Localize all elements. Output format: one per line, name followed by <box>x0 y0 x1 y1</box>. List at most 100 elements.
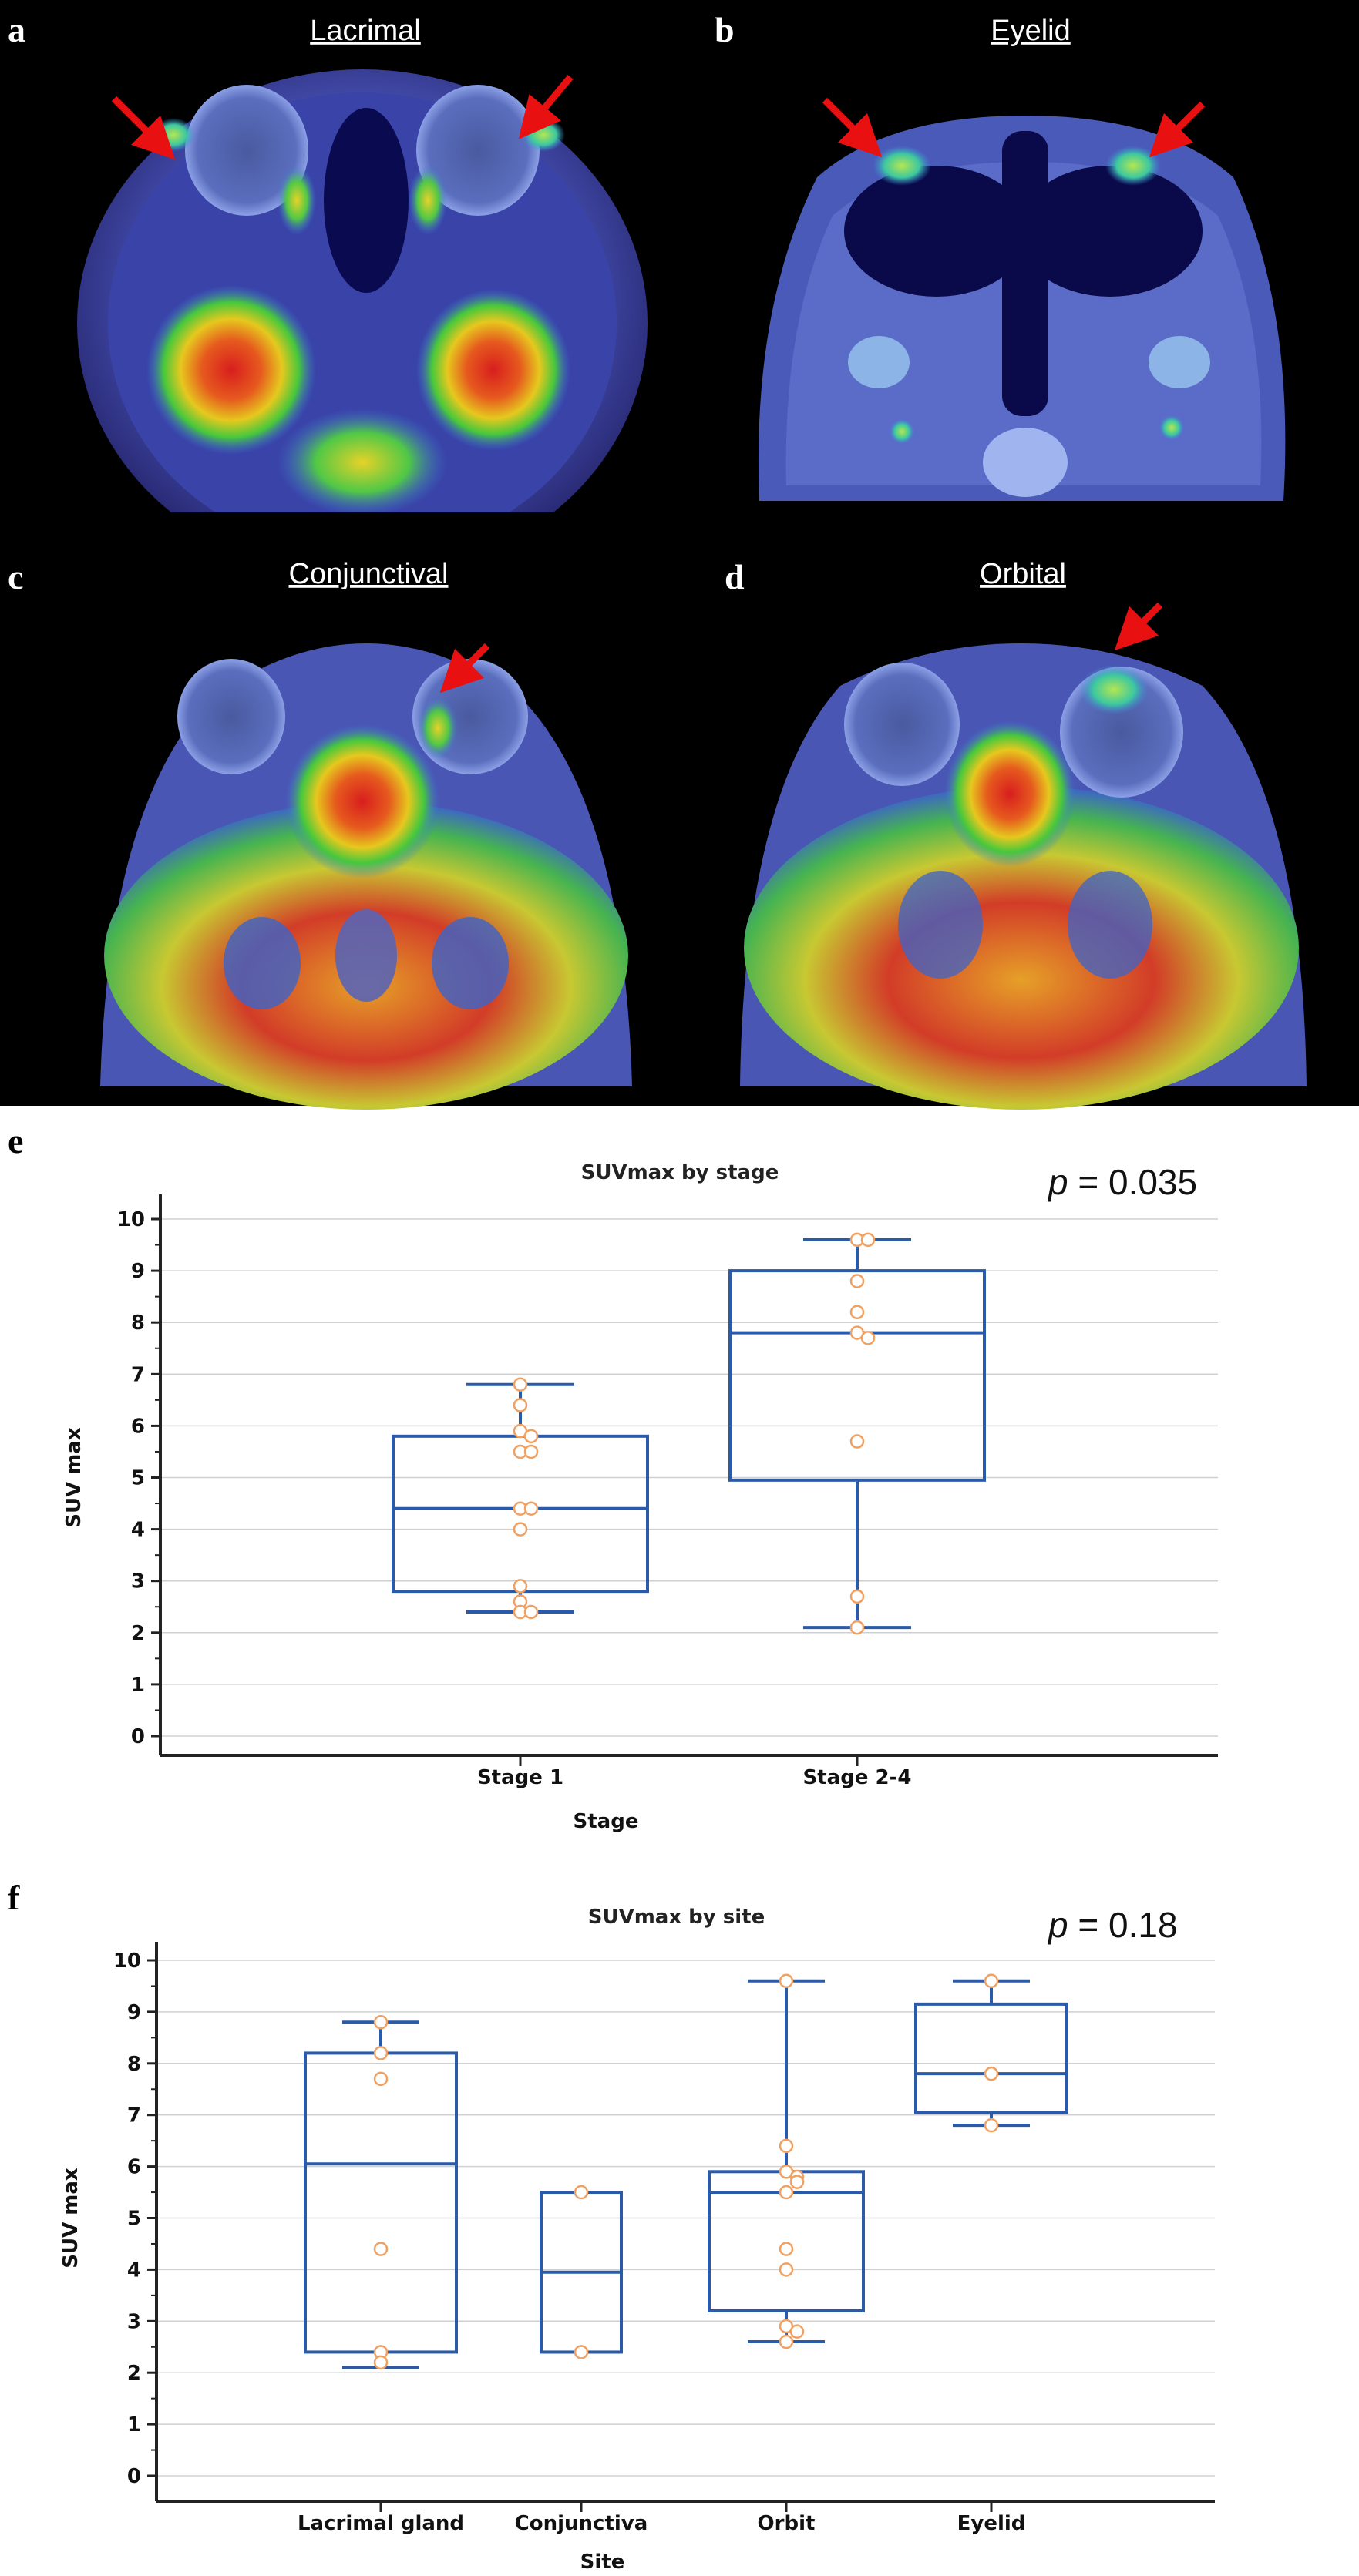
box-eyelid: Eyelid <box>914 1973 1068 2535</box>
box-orbit: Orbit <box>708 1973 865 2535</box>
data-point <box>849 1274 865 1288</box>
data-point <box>984 2118 999 2133</box>
arrow-orbital <box>1114 602 1163 651</box>
box-stage-1: Stage 1 <box>392 1377 649 1789</box>
y-tick-label: 0 <box>127 2465 141 2488</box>
data-point <box>789 2324 805 2339</box>
data-point <box>779 2262 794 2277</box>
data-point <box>523 1429 539 1444</box>
data-point <box>373 2242 389 2256</box>
y-tick-label: 1 <box>131 1674 145 1697</box>
data-point <box>779 2185 794 2200</box>
data-point <box>789 2175 805 2189</box>
p-value-text: = 0.18 <box>1068 1905 1178 1945</box>
data-point <box>849 1305 865 1320</box>
p-symbol: p <box>1047 1162 1068 1202</box>
panel-title-orbital: Orbital <box>980 558 1066 590</box>
iqr-box <box>914 2002 1068 2114</box>
x-tick-label: Stage 1 <box>477 1766 563 1789</box>
iqr-box <box>304 2051 458 2354</box>
arrow-left-eyelid <box>1149 101 1206 158</box>
x-tick-label: Lacrimal gland <box>298 2512 464 2535</box>
y-tick-label: 9 <box>131 1260 145 1283</box>
p-value-annotation: p = 0.035 <box>1047 1162 1197 1202</box>
data-point <box>574 2345 589 2359</box>
data-point <box>860 1232 876 1248</box>
data-point <box>513 1398 528 1412</box>
scan-panel-a <box>0 0 678 578</box>
y-tick-label: 2 <box>127 2362 141 2385</box>
y-tick-label: 5 <box>131 1467 145 1490</box>
panel-letter-c: c <box>8 557 23 596</box>
panel-letter: e <box>8 1121 23 1160</box>
data-point <box>523 1604 539 1620</box>
y-tick-label: 5 <box>127 2208 141 2231</box>
data-point <box>513 1579 528 1594</box>
data-point <box>984 2066 999 2081</box>
arrow-conjunctival <box>439 643 490 694</box>
pet-ct-image-eyelid <box>758 116 1286 501</box>
y-tick-label: 3 <box>127 2310 141 2333</box>
arrow-right-lacrimal <box>111 96 176 160</box>
chart-title: SUVmax by site <box>588 1906 765 1929</box>
data-point <box>779 1973 794 1989</box>
data-point <box>860 1331 876 1345</box>
panel-title-conjunctival: Conjunctival <box>289 558 449 590</box>
y-tick-label: 6 <box>131 1415 145 1438</box>
p-value-annotation: p = 0.18 <box>1047 1905 1178 1945</box>
boxplot-chart-stage: e SUVmax by stage p = 0.035 0 1 2 3 4 5 6 7 8 9 10 SUV… <box>8 1121 1218 1833</box>
panel-letter-b: b <box>715 10 735 49</box>
box-conjunctiva: Conjunctiva <box>515 2185 648 2535</box>
x-tick-label: Eyelid <box>957 2512 1026 2535</box>
scan-panel-b <box>678 0 1359 512</box>
y-tick-label: 4 <box>127 2259 141 2282</box>
data-point <box>779 2242 794 2256</box>
panel-letter-d: d <box>725 557 745 596</box>
y-tick-label: 10 <box>117 1208 145 1231</box>
data-point <box>373 2015 389 2030</box>
box-lacrimal-gland: Lacrimal gland <box>298 2015 464 2535</box>
y-axis-label: SUV max <box>59 2168 82 2269</box>
x-axis-label: Stage <box>574 1810 639 1833</box>
x-tick-label: Stage 2-4 <box>803 1766 912 1789</box>
data-point <box>849 1434 865 1449</box>
y-tick-label: 3 <box>131 1570 145 1594</box>
y-tick-label: 0 <box>131 1725 145 1748</box>
y-tick-label: 4 <box>131 1519 145 1542</box>
p-symbol: p <box>1047 1905 1068 1945</box>
pet-ct-image-conjunctival <box>100 643 632 1110</box>
y-tick-label: 9 <box>127 2001 141 2024</box>
x-tick-label: Orbit <box>758 2512 816 2535</box>
arrow-left-lacrimal <box>518 75 574 139</box>
y-tick-label: 1 <box>127 2413 141 2437</box>
panel-letter-a: a <box>8 10 25 49</box>
y-tick-label: 10 <box>113 1950 141 1973</box>
data-point <box>849 1589 865 1604</box>
data-point <box>523 1501 539 1516</box>
panel-title-lacrimal: Lacrimal <box>310 15 421 47</box>
iqr-box <box>728 1269 986 1482</box>
data-point <box>513 1522 528 1537</box>
y-tick-label: 8 <box>131 1312 145 1335</box>
chart-title: SUVmax by stage <box>581 1161 779 1184</box>
data-point <box>523 1444 539 1459</box>
data-point <box>779 2334 794 2349</box>
data-point <box>373 2071 389 2087</box>
data-point <box>513 1377 528 1392</box>
data-point <box>779 2138 794 2154</box>
data-point <box>373 2355 389 2370</box>
scan-panel-d <box>678 512 1359 1110</box>
scan-panel-c <box>0 512 678 1110</box>
box-stage-2-4: Stage 2-4 <box>728 1232 986 1789</box>
pet-ct-image-lacrimal <box>77 69 648 578</box>
y-tick-label: 2 <box>131 1622 145 1645</box>
y-tick-label: 8 <box>127 2053 141 2076</box>
data-point <box>373 2046 389 2060</box>
x-tick-label: Conjunctiva <box>515 2512 648 2535</box>
y-tick-label: 7 <box>131 1363 145 1386</box>
data-point <box>574 2185 589 2200</box>
y-tick-label: 6 <box>127 2156 141 2179</box>
pet-ct-image-orbital <box>740 643 1307 1110</box>
data-point <box>984 1973 999 1989</box>
